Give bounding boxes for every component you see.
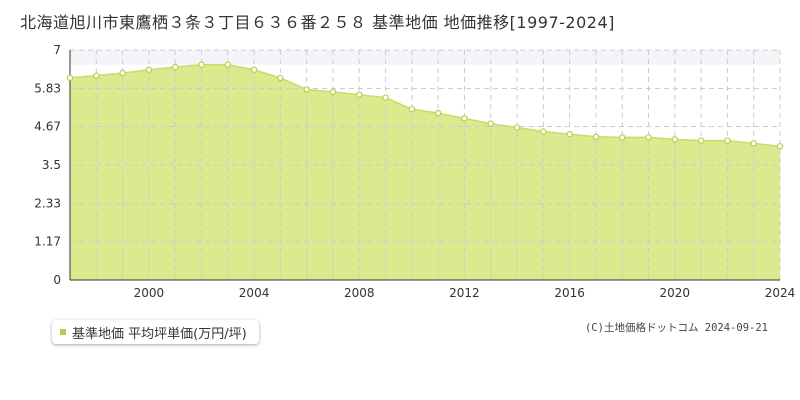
y-tick-label: 7 <box>53 43 61 57</box>
data-point <box>356 91 363 98</box>
y-tick-label: 5.83 <box>34 81 61 95</box>
data-point <box>592 133 600 140</box>
data-point <box>171 63 179 71</box>
data-point <box>224 61 231 68</box>
x-tick-label: 2016 <box>554 286 585 300</box>
y-tick-label: 1.17 <box>34 235 61 249</box>
legend-swatch-icon <box>60 329 66 335</box>
data-point <box>724 137 731 144</box>
series-line <box>69 64 781 148</box>
data-point <box>382 94 389 101</box>
data-point <box>145 66 153 73</box>
data-point <box>303 86 310 93</box>
y-tick-label: 3.5 <box>42 158 61 172</box>
legend: 基準地価 平均坪単価(万円/坪) <box>52 320 259 344</box>
series-area <box>70 64 780 281</box>
y-tick-label: 0 <box>53 273 61 287</box>
data-point <box>93 72 100 79</box>
credit-text: (C)土地価格ドットコム 2024-09-21 <box>584 322 768 334</box>
data-point <box>619 134 626 141</box>
plot-band-top <box>70 50 780 65</box>
data-point <box>776 143 784 150</box>
data-point <box>329 88 337 96</box>
x-tick-label: 2020 <box>660 286 691 300</box>
y-tick-label: 2.33 <box>34 196 61 210</box>
x-tick-label: 2008 <box>344 286 375 300</box>
data-point <box>540 128 547 135</box>
data-point <box>671 136 679 143</box>
data-point <box>487 120 494 127</box>
x-tick-label: 2000 <box>134 286 165 300</box>
data-point <box>645 134 652 141</box>
y-tick-label: 4.67 <box>34 120 61 134</box>
data-point <box>198 61 205 68</box>
data-point <box>434 109 442 117</box>
data-point <box>66 74 74 82</box>
data-point <box>697 137 705 144</box>
legend-label: 基準地価 平均坪単価(万円/坪) <box>72 326 247 342</box>
data-point <box>408 105 416 113</box>
data-point <box>461 115 468 122</box>
data-point <box>119 69 126 77</box>
chart-title: 北海道旭川市東鷹栖３条３丁目６３６番２５８ 基準地価 地価推移[1997-202… <box>20 13 615 32</box>
x-tick-label: 2012 <box>449 286 480 300</box>
x-tick-label: 2004 <box>239 286 270 300</box>
data-point <box>566 130 573 138</box>
data-point <box>250 66 258 73</box>
data-point <box>750 140 757 147</box>
x-tick-label: 2024 <box>765 286 796 300</box>
data-point <box>513 124 521 131</box>
data-point <box>277 74 284 82</box>
